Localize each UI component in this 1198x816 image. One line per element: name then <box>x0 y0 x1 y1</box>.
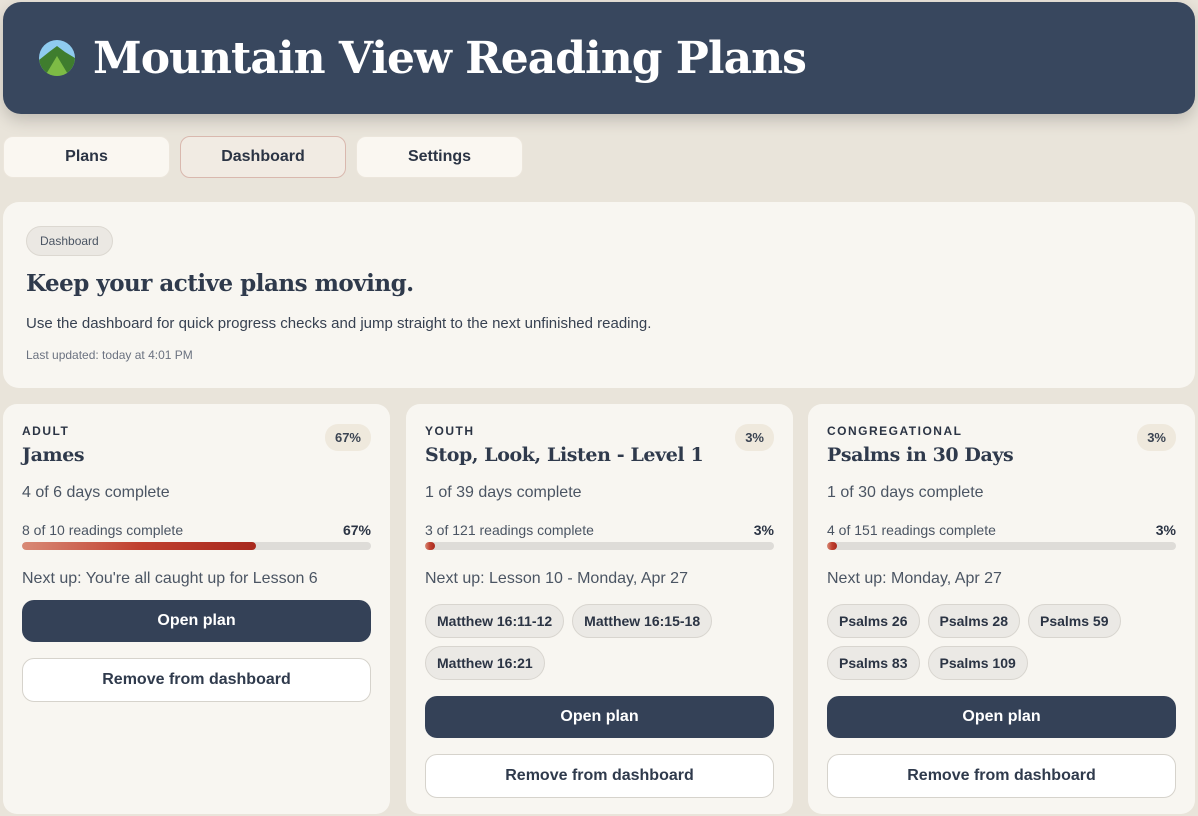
days-complete: 1 of 39 days complete <box>425 484 582 501</box>
page-title: Keep your active plans moving. <box>26 270 414 297</box>
plan-category: ADULT <box>22 424 70 438</box>
plan-title: Stop, Look, Listen - Level 1 <box>425 444 704 466</box>
app-title: Mountain View Reading Plans <box>93 32 807 84</box>
reading-chip[interactable]: Matthew 16:11-12 <box>425 604 565 638</box>
next-up: Next up: You're all caught up for Lesson… <box>22 570 318 587</box>
progress-badge: 67% <box>324 424 371 451</box>
reading-chips: Matthew 16:11-12 Matthew 16:15-18 Matthew … <box>425 604 774 680</box>
plan-title: James <box>22 444 85 466</box>
app-header: Mountain View Reading Plans <box>3 2 1195 114</box>
last-updated: Last updated: today at 4:01 PM <box>26 348 193 362</box>
days-complete: 4 of 6 days complete <box>22 484 170 501</box>
progress-badge: 3% <box>1137 424 1176 451</box>
section-pill: Dashboard <box>26 226 113 256</box>
reading-chip[interactable]: Matthew 16:21 <box>425 646 545 680</box>
dashboard-intro: Dashboard Keep your active plans moving.… <box>3 202 1195 388</box>
plan-title: Psalms in 30 Days <box>827 444 1014 466</box>
progress-bar <box>827 542 1176 550</box>
readings-complete: 4 of 151 readings complete <box>827 522 996 538</box>
tab-dashboard[interactable]: Dashboard <box>180 136 346 178</box>
progress-percent: 3% <box>1155 522 1176 538</box>
reading-chips: Psalms 26 Psalms 28 Psalms 59 Psalms 83 Psal… <box>827 604 1176 680</box>
readings-complete: 3 of 121 readings complete <box>425 522 594 538</box>
progress-badge: 3% <box>735 424 774 451</box>
tab-settings[interactable]: Settings <box>356 136 523 178</box>
plan-category: YOUTH <box>425 424 475 438</box>
progress-bar <box>22 542 371 550</box>
progress-percent: 3% <box>753 522 774 538</box>
reading-chip[interactable]: Psalms 28 <box>927 604 1020 638</box>
page-description: Use the dashboard for quick progress che… <box>26 315 652 332</box>
reading-chip[interactable]: Psalms 83 <box>827 646 920 680</box>
remove-from-dashboard-button[interactable]: Remove from dashboard <box>827 754 1176 798</box>
plan-card: ADULT 67% James 4 of 6 days complete 8 o… <box>3 404 390 814</box>
open-plan-button[interactable]: Open plan <box>22 600 371 642</box>
progress-percent: 67% <box>342 522 371 538</box>
reading-chip[interactable]: Psalms 26 <box>827 604 920 638</box>
plan-card: YOUTH 3% Stop, Look, Listen - Level 1 1 … <box>406 404 793 814</box>
plan-category: CONGREGATIONAL <box>827 424 963 438</box>
open-plan-button[interactable]: Open plan <box>425 696 774 738</box>
days-complete: 1 of 30 days complete <box>827 484 984 501</box>
next-up: Next up: Monday, Apr 27 <box>827 570 1002 587</box>
plan-card: CONGREGATIONAL 3% Psalms in 30 Days 1 of… <box>808 404 1195 814</box>
remove-from-dashboard-button[interactable]: Remove from dashboard <box>22 658 371 702</box>
progress-fill <box>22 542 256 550</box>
progress-bar <box>425 542 774 550</box>
reading-chip[interactable]: Psalms 59 <box>1028 604 1121 638</box>
progress-fill <box>425 542 436 550</box>
open-plan-button[interactable]: Open plan <box>827 696 1176 738</box>
reading-chip[interactable]: Matthew 16:15-18 <box>572 604 713 638</box>
remove-from-dashboard-button[interactable]: Remove from dashboard <box>425 754 774 798</box>
tab-bar: Plans Dashboard Settings <box>3 136 523 178</box>
progress-fill <box>827 542 838 550</box>
reading-chip[interactable]: Psalms 109 <box>927 646 1028 680</box>
mountain-logo-icon <box>39 40 75 76</box>
tab-plans[interactable]: Plans <box>3 136 170 178</box>
next-up: Next up: Lesson 10 - Monday, Apr 27 <box>425 570 688 587</box>
readings-complete: 8 of 10 readings complete <box>22 522 184 538</box>
